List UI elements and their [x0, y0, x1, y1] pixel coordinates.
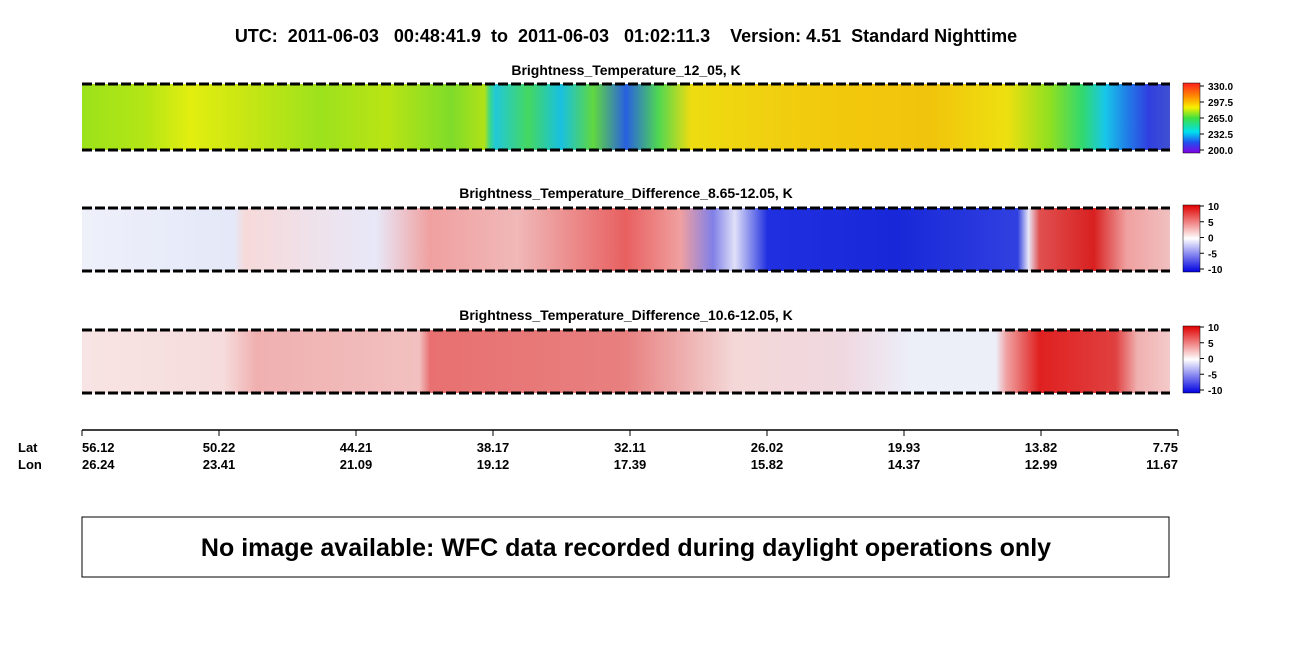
notice-box: [81, 516, 1170, 578]
colorbar-label: 330.0: [1208, 82, 1233, 93]
lon-tick-label: 23.41: [203, 457, 236, 472]
lat-tick-label: 38.17: [477, 440, 510, 455]
page-title: UTC: 2011-06-03 00:48:41.9 to 2011-06-03…: [235, 26, 1017, 46]
btd-image: [82, 330, 1170, 393]
lat-tick-label: 7.75: [1153, 440, 1178, 455]
colorbar-label: 232.5: [1208, 130, 1233, 141]
lat-tick-label: 56.12: [82, 440, 115, 455]
lat-tick-label: 13.82: [1025, 440, 1058, 455]
panel-title: Brightness_Temperature_Difference_8.65-1…: [459, 185, 793, 201]
panel-imagery: [82, 82, 1201, 395]
lat-tick-label: 19.93: [888, 440, 921, 455]
colorbar-label: 10: [1208, 323, 1220, 334]
lat-tick-label: 32.11: [614, 440, 646, 455]
colorbar-label: 297.5: [1208, 98, 1233, 109]
lon-tick-label: 21.09: [340, 457, 373, 472]
notice-text: No image available: WFC data recorded du…: [201, 534, 1051, 562]
colorbar-label: 0: [1208, 234, 1214, 245]
lat-tick-label: 26.02: [751, 440, 784, 455]
colorbar-label: 200.0: [1208, 146, 1233, 157]
colorbar: [1182, 204, 1201, 273]
colorbar-label: -10: [1208, 265, 1223, 276]
lon-tick-label: 12.99: [1025, 457, 1058, 472]
panel-title: Brightness_Temperature_Difference_10.6-1…: [459, 307, 793, 323]
colorbar: [1182, 82, 1201, 154]
colorbar-label: 0: [1208, 355, 1214, 366]
lat-tick-label: 50.22: [203, 440, 236, 455]
colorbar-label: -5: [1208, 249, 1217, 260]
lat-tick-label: 44.21: [340, 440, 373, 455]
colorbar-label: -5: [1208, 370, 1217, 381]
colorbar-label: -10: [1208, 386, 1223, 397]
lon-tick-label: 14.37: [888, 457, 921, 472]
lon-tick-label: 17.39: [614, 457, 647, 472]
panel-title: Brightness_Temperature_12_05, K: [511, 62, 740, 78]
lat-label: Lat: [18, 440, 38, 455]
lon-tick-label: 26.24: [82, 457, 115, 472]
colorbar: [1182, 325, 1201, 394]
swath-edges: [82, 82, 1170, 395]
lon-tick-label: 11.67: [1146, 457, 1178, 472]
btd-image: [82, 208, 1170, 271]
colorbar-label: 10: [1208, 202, 1220, 213]
lon-tick-label: 19.12: [477, 457, 510, 472]
colorbar-label: 265.0: [1208, 114, 1233, 125]
lon-label: Lon: [18, 457, 42, 472]
bt-image: [82, 84, 1170, 150]
lon-tick-label: 15.82: [751, 457, 784, 472]
colorbar-label: 5: [1208, 218, 1214, 229]
colorbar-label: 5: [1208, 339, 1214, 350]
